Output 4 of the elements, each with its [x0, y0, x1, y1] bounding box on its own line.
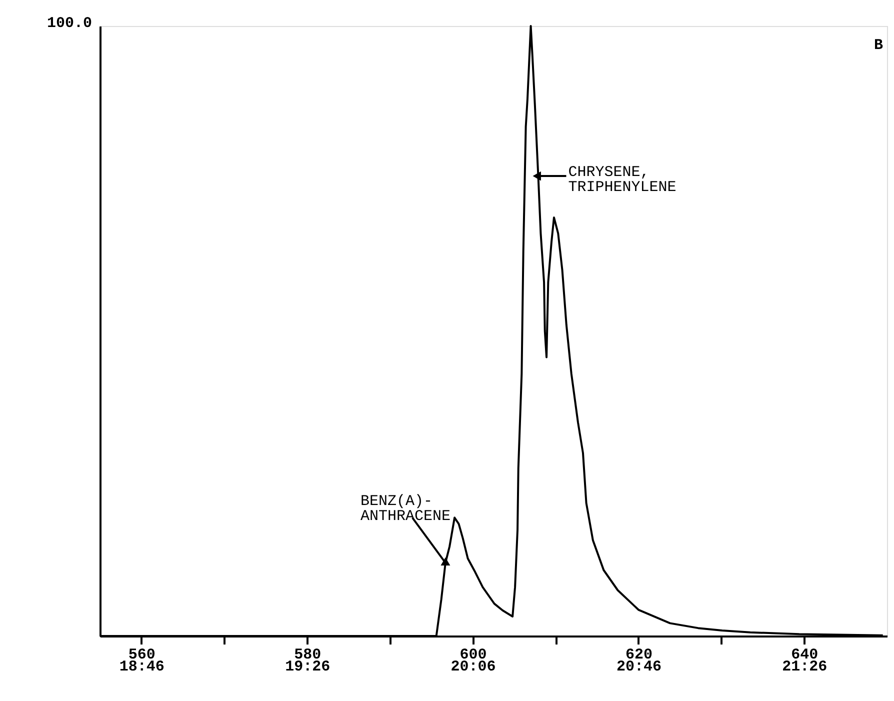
- annotation: CHRYSENE, TRIPHENYLENE: [568, 164, 676, 196]
- annotation: BENZ(A)- ANTHRACENE: [360, 492, 450, 525]
- annotation: B: [874, 37, 883, 54]
- text: 100.0: [46, 15, 92, 32]
